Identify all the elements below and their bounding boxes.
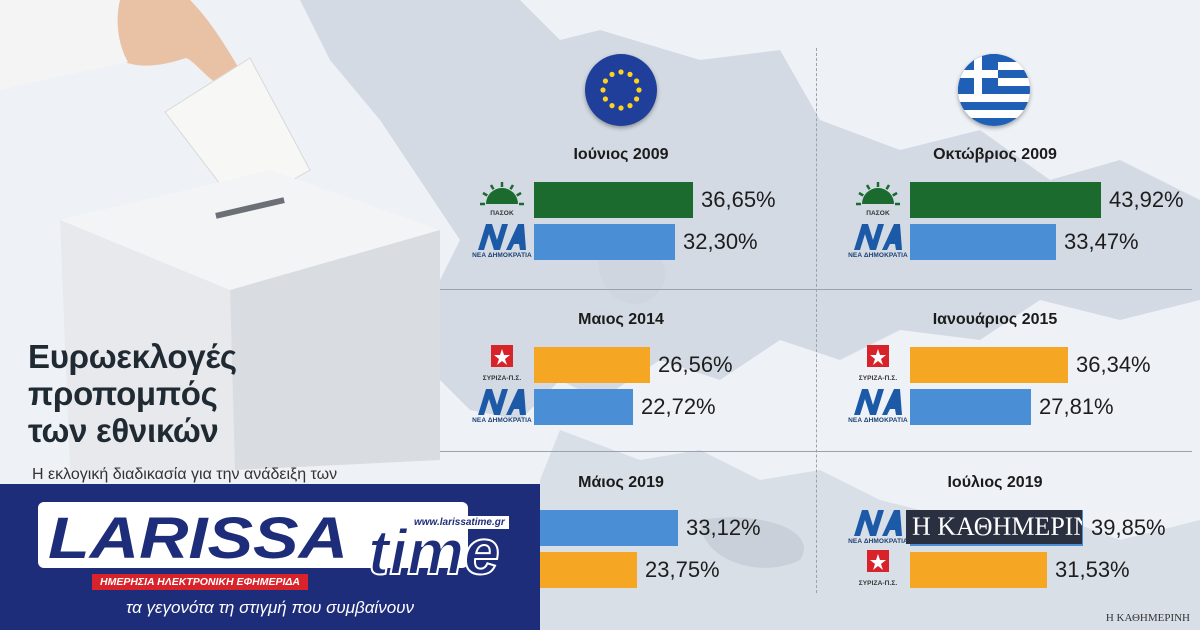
- nd-bar: [534, 510, 678, 546]
- subtext: Η εκλογική διαδικασία για την ανάδειξη τ…: [32, 466, 338, 483]
- row-divider-1: [440, 289, 1192, 290]
- nd-value-label: 39,85%: [1091, 515, 1166, 540]
- nd-logo-caption: ΝΕΑ ΔΗΜΟΚΡΑΤΙΑ: [472, 417, 532, 424]
- banner-slogan: τα γεγονότα τη στιγμή που συμβαίνουν: [125, 598, 415, 617]
- syriza-bar: [534, 552, 637, 588]
- syriza-logo-icon: [848, 546, 908, 586]
- nd-bar: [534, 389, 633, 425]
- larissatime-logo: LARISSA time: [38, 502, 501, 589]
- nd-logo-icon: [848, 504, 908, 544]
- kathimerini-overlay: Η ΚΑΘΗΜΕΡΙΝΗ: [906, 510, 1082, 544]
- syriza-value-label: 23,75%: [645, 557, 720, 582]
- panel-title: Ιούνιος 2009: [573, 146, 669, 163]
- nd-bar: [910, 389, 1031, 425]
- syriza-bar: [910, 552, 1047, 588]
- pasok-logo-caption: ΠΑΣΟΚ: [490, 210, 514, 217]
- nd-logo-icon: [848, 383, 908, 423]
- nd-value-label: 22,72%: [641, 394, 716, 419]
- syriza-logo-icon: [848, 341, 908, 381]
- nd-bar: [910, 224, 1056, 260]
- nd-logo-icon: [472, 218, 532, 258]
- column-divider: [816, 48, 817, 593]
- nd-logo-caption: ΝΕΑ ΔΗΜΟΚΡΑΤΙΑ: [848, 417, 908, 424]
- headline-line-2: προπομπός: [28, 375, 218, 412]
- nd-logo-caption: ΝΕΑ ΔΗΜΟΚΡΑΤΙΑ: [472, 252, 532, 259]
- nd-value-label: 27,81%: [1039, 394, 1114, 419]
- panel-title: Μάιος 2019: [578, 474, 664, 491]
- syriza-logo-icon: [472, 341, 532, 381]
- panel-title: Ιούλιος 2019: [947, 474, 1043, 491]
- pasok-value-label: 36,65%: [701, 187, 776, 212]
- syriza-value-label: 31,53%: [1055, 557, 1130, 582]
- nd-logo-icon: [848, 218, 908, 258]
- nd-logo-caption: ΝΕΑ ΔΗΜΟΚΡΑΤΙΑ: [848, 538, 908, 545]
- pasok-bar: [910, 182, 1101, 218]
- syriza-value-label: 36,34%: [1076, 352, 1151, 377]
- pasok-value-label: 43,92%: [1109, 187, 1184, 212]
- syriza-value-label: 26,56%: [658, 352, 733, 377]
- nd-bar: [534, 224, 675, 260]
- nd-value-label: 32,30%: [683, 229, 758, 254]
- nd-value-label: 33,12%: [686, 515, 761, 540]
- headline: Ευρωεκλογές προπομπός των εθνικών: [28, 338, 288, 449]
- greek-flag-icon: [958, 54, 1030, 126]
- nd-logo-caption: ΝΕΑ ΔΗΜΟΚΡΑΤΙΑ: [848, 252, 908, 259]
- syriza-logo-caption: ΣΥΡΙΖΑ-Π.Σ.: [858, 580, 898, 587]
- row-divider-2: [440, 451, 1192, 452]
- pasok-logo-icon: [472, 176, 532, 216]
- pasok-bar: [534, 182, 693, 218]
- banner-url: www.larissatime.gr: [410, 516, 509, 529]
- syriza-bar: [910, 347, 1068, 383]
- source-credit: Η ΚΑΘΗΜΕΡΙΝΗ: [1105, 612, 1190, 624]
- syriza-logo-caption: ΣΥΡΙΖΑ-Π.Σ.: [482, 375, 522, 382]
- headline-line-1: Ευρωεκλογές: [28, 338, 237, 375]
- headline-line-3: των εθνικών: [28, 412, 219, 449]
- pasok-logo-icon: [848, 176, 908, 216]
- pasok-logo-caption: ΠΑΣΟΚ: [866, 210, 890, 217]
- syriza-logo-caption: ΣΥΡΙΖΑ-Π.Σ.: [858, 375, 898, 382]
- nd-value-label: 33,47%: [1064, 229, 1139, 254]
- svg-text:LARISSA: LARISSA: [48, 506, 348, 571]
- banner-tagline: ΗΜΕΡΗΣΙΑ ΗΛΕΚΤΡΟΝΙΚΗ ΕΦΗΜΕΡΙΔΑ: [92, 574, 309, 590]
- panel-title: Οκτώβριος 2009: [933, 146, 1057, 163]
- eu-flag-icon: [585, 54, 657, 126]
- nd-logo-icon: [472, 383, 532, 423]
- syriza-bar: [534, 347, 650, 383]
- panel-title: Μαιος 2014: [578, 311, 664, 328]
- panel-title: Ιανουάριος 2015: [932, 311, 1058, 328]
